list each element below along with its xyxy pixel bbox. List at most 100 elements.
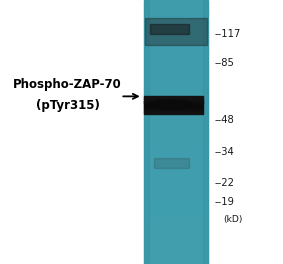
Bar xyxy=(144,253,208,255)
Text: --48: --48 xyxy=(215,115,235,125)
Bar xyxy=(144,154,208,156)
Bar xyxy=(144,22,208,24)
Bar xyxy=(144,107,203,108)
Bar xyxy=(144,238,208,240)
Bar xyxy=(144,191,208,194)
Bar xyxy=(144,128,208,130)
Bar xyxy=(144,213,208,216)
Bar xyxy=(144,136,208,139)
Bar xyxy=(144,68,208,70)
Bar xyxy=(144,20,208,22)
Bar xyxy=(144,57,208,59)
Bar xyxy=(144,125,208,128)
Bar xyxy=(144,123,208,125)
Bar xyxy=(144,109,203,110)
Bar xyxy=(144,130,208,132)
Bar xyxy=(144,229,208,231)
Bar xyxy=(144,227,208,229)
Bar xyxy=(144,147,208,150)
Bar xyxy=(144,35,208,37)
Bar xyxy=(144,104,203,105)
Bar xyxy=(144,200,208,202)
Bar xyxy=(144,40,208,42)
Bar xyxy=(144,24,208,26)
Bar xyxy=(144,196,208,198)
Text: --19: --19 xyxy=(215,197,235,207)
Bar xyxy=(144,66,208,68)
Bar xyxy=(150,24,189,34)
Bar xyxy=(144,249,208,251)
Bar xyxy=(144,143,208,145)
Bar xyxy=(144,242,208,244)
Bar xyxy=(144,13,208,15)
Bar xyxy=(154,158,189,168)
Bar xyxy=(144,194,208,196)
Bar xyxy=(144,46,208,48)
Bar xyxy=(144,246,208,249)
Bar xyxy=(144,4,208,7)
Bar xyxy=(144,260,208,262)
Text: (kD): (kD) xyxy=(223,215,243,224)
Bar xyxy=(144,98,203,99)
Bar xyxy=(144,106,203,107)
Bar xyxy=(144,176,208,178)
Bar xyxy=(144,231,208,233)
Bar xyxy=(144,218,208,220)
Text: (pTyr315): (pTyr315) xyxy=(36,99,100,112)
Bar xyxy=(144,42,208,44)
Bar xyxy=(144,101,203,102)
Bar xyxy=(144,156,208,158)
Bar xyxy=(144,62,208,64)
Bar xyxy=(144,86,208,88)
Bar xyxy=(144,2,208,4)
Bar xyxy=(144,222,208,224)
Bar xyxy=(144,251,208,253)
Bar xyxy=(144,202,208,205)
Bar xyxy=(144,145,208,147)
Bar xyxy=(144,172,208,174)
Bar xyxy=(144,64,208,66)
Bar xyxy=(144,161,208,163)
Bar xyxy=(144,99,203,100)
Bar xyxy=(144,257,208,260)
Bar xyxy=(144,59,208,62)
Bar xyxy=(144,117,208,119)
Bar xyxy=(144,48,208,51)
Bar xyxy=(144,37,208,40)
Bar xyxy=(144,244,208,246)
Bar xyxy=(144,88,208,90)
Bar xyxy=(144,70,208,73)
Bar xyxy=(144,150,208,152)
Bar xyxy=(144,169,208,172)
Bar xyxy=(144,77,208,79)
Bar xyxy=(203,0,208,264)
Bar xyxy=(144,240,208,242)
Bar xyxy=(144,18,208,20)
Bar xyxy=(144,198,208,200)
Bar xyxy=(144,255,208,257)
Bar xyxy=(145,18,207,45)
Bar xyxy=(144,112,203,113)
Ellipse shape xyxy=(160,102,181,107)
Bar xyxy=(144,158,208,161)
Bar xyxy=(144,79,208,81)
Bar xyxy=(144,0,149,264)
Bar xyxy=(144,110,203,111)
Bar xyxy=(144,111,203,112)
Bar xyxy=(144,205,208,207)
Bar xyxy=(144,180,208,183)
Bar xyxy=(144,114,208,117)
Bar xyxy=(144,207,208,209)
Text: --22: --22 xyxy=(215,178,235,188)
Bar xyxy=(144,220,208,222)
Bar xyxy=(144,134,208,136)
Bar xyxy=(144,262,208,264)
Bar xyxy=(144,100,203,101)
Bar xyxy=(144,100,203,101)
Bar xyxy=(144,108,208,110)
Bar xyxy=(144,183,208,185)
Bar xyxy=(144,110,208,112)
Bar xyxy=(144,165,208,167)
Bar xyxy=(144,33,208,35)
Bar xyxy=(144,103,208,106)
